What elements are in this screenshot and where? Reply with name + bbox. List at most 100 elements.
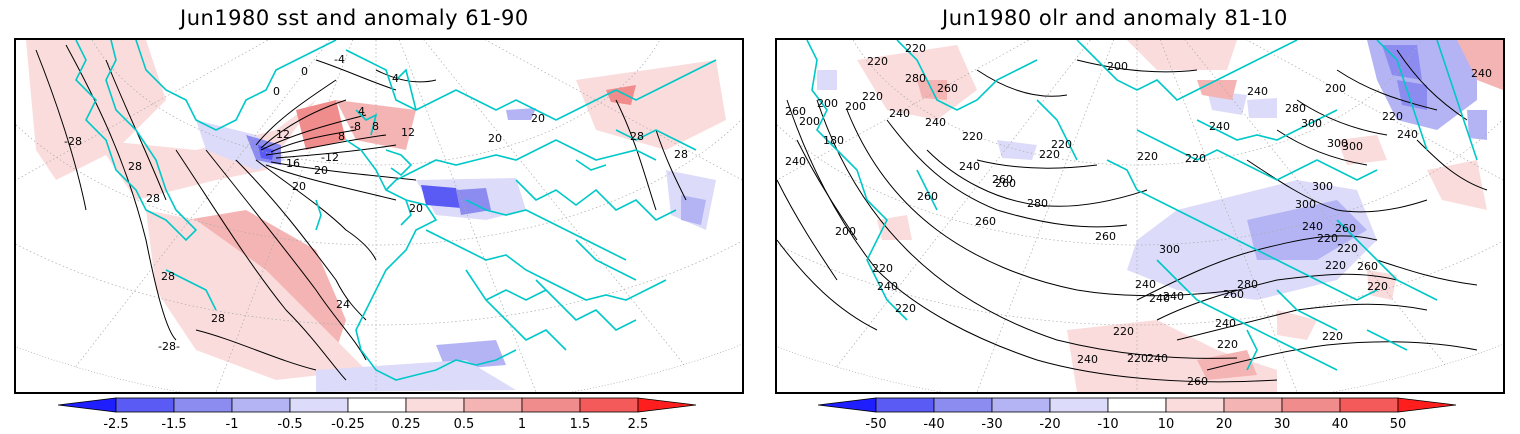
olr-colorbar-tick-label: -20 [1039, 417, 1060, 430]
olr-colorbar-tick-label: -50 [865, 417, 886, 430]
coastlines [75, 40, 717, 381]
contour-label: 260 [937, 82, 958, 95]
contour-label: 240 [1077, 353, 1098, 366]
contour-label: 260 [1095, 230, 1116, 243]
sst-contour-labels: -28 28 28 28 -28- 28 24 20 20 16 12 8 4 … [64, 53, 688, 353]
olr-colorbar-tick-label: -40 [923, 417, 944, 430]
sst-colorbar-swatch [115, 397, 175, 413]
contour-label: 280 [1285, 102, 1306, 115]
contour-label: 20 [292, 180, 306, 193]
olr-colorbar-tick-label: -30 [981, 417, 1002, 430]
contour-label: 240 [785, 155, 806, 168]
contour-label: 260 [917, 190, 938, 203]
sst-colorbar-swatch [231, 397, 291, 413]
contour-label: 260 [992, 173, 1013, 186]
olr-colorbar-swatch [991, 397, 1051, 413]
olr-colorbar-tick-label: 40 [1332, 417, 1349, 430]
contour-label: 240 [1397, 128, 1418, 141]
olr-colorbar-tick-label: 50 [1390, 417, 1407, 430]
left-panel-title: Jun1980 sst and anomaly 61-90 [180, 6, 529, 30]
olr-colorbar-swatch [933, 397, 993, 413]
contour-label: 260 [1335, 222, 1356, 235]
olr-anomaly-shading [777, 40, 1503, 392]
contour-label: 220 [1137, 150, 1158, 163]
contour-label: 220 [872, 262, 893, 275]
sst-colorbar-swatch [173, 397, 233, 413]
contour-label: 28 [674, 148, 688, 161]
olr-colorbar: -50 -40 -30 -20 -10 10 20 30 40 50 [817, 396, 1462, 434]
olr-colorbar-tick-label: 20 [1216, 417, 1233, 430]
sst-colorbar-tick-label: -1.5 [161, 417, 186, 430]
sst-colorbar: -2.5 -1.5 -1 -0.5 -0.25 0.25 0.5 1 1.5 2.5 [57, 396, 702, 434]
contour-label: 12 [276, 128, 290, 141]
sst-map-panel: -28 28 28 28 -28- 28 24 20 20 16 12 8 4 … [14, 38, 744, 394]
olr-colorbar-swatch [875, 397, 935, 413]
contour-label: 220 [867, 55, 888, 68]
sst-colorbar-tick-label: -0.25 [331, 417, 365, 430]
olr-colorbar-swatch [817, 397, 877, 413]
contour-label: -28- [158, 340, 180, 353]
contour-label: 260 [995, 177, 1016, 190]
contour-label: 20 [314, 164, 328, 177]
sst-colorbar-tick-label: 0.25 [392, 417, 421, 430]
contour-label: 300 [1342, 140, 1363, 153]
sst-colorbar-swatch [637, 397, 697, 413]
contour-label: 220 [862, 90, 883, 103]
contour-label: 20 [409, 202, 423, 215]
olr-colorbar-swatch [1397, 397, 1457, 413]
contour-label: 260 [785, 105, 806, 118]
contour-label: 8 [338, 130, 345, 143]
contour-label: 200 [835, 225, 856, 238]
olr-colorbar-svg: -50 -40 -30 -20 -10 10 20 30 40 50 [817, 397, 1457, 432]
contour-label: 200 [1107, 60, 1128, 73]
contour-label: 28 [161, 270, 175, 283]
contour-label: 0 [301, 65, 308, 78]
contour-label: 300 [1312, 180, 1333, 193]
contour-label: 240 [925, 116, 946, 129]
sst-colorbar-swatch [289, 397, 349, 413]
contour-label: 24 [336, 298, 350, 311]
contour-label: 240 [1149, 292, 1170, 305]
sst-colorbar-swatch [405, 397, 465, 413]
contour-label: 240 [1163, 290, 1184, 303]
contour-label: 260 [975, 215, 996, 228]
olr-colorbar-swatch [1107, 397, 1167, 413]
contour-label: 300 [1295, 198, 1316, 211]
contour-label: 28 [630, 130, 644, 143]
contour-label: 240 [959, 160, 980, 173]
contour-label: 28 [128, 160, 142, 173]
contour-label: 200 [817, 97, 838, 110]
sst-colorbar-tick-label: 0.5 [454, 417, 475, 430]
contour-label: 240 [1147, 352, 1168, 365]
contour-label: 260 [1187, 375, 1208, 388]
contour-label: 20 [488, 132, 502, 145]
coastlines [806, 40, 1478, 371]
olr-map: 220 220 280 260 200 240 200 220 260 200 … [777, 40, 1503, 392]
contour-label: 20 [531, 112, 545, 125]
contour-label: 280 [905, 72, 926, 85]
olr-colorbar-swatch [1049, 397, 1109, 413]
contour-label: 220 [1322, 330, 1343, 343]
sst-colorbar-tick-label: 2.5 [628, 417, 649, 430]
contour-label: 300 [1327, 137, 1348, 150]
contour-label: 220 [1325, 259, 1346, 272]
contour-label: 260 [1357, 260, 1378, 273]
contour-label: 220 [1337, 242, 1358, 255]
contour-label: 4 [358, 105, 365, 118]
sst-colorbar-tick-label: 1.5 [570, 417, 591, 430]
contour-label: 240 [1209, 120, 1230, 133]
contour-label: 12 [401, 126, 415, 139]
contour-label: 28 [211, 312, 225, 325]
sst-anomaly-shading [16, 40, 742, 392]
contour-label: 240 [1247, 85, 1268, 98]
sst-colorbar-swatch [463, 397, 523, 413]
contour-label: 300 [1301, 117, 1322, 130]
contour-label: 220 [905, 42, 926, 55]
contour-label: 220 [1039, 148, 1060, 161]
contour-label: -8 [350, 120, 361, 133]
contour-label: 220 [1113, 325, 1134, 338]
contour-label: 220 [895, 302, 916, 315]
contour-label: 260 [1223, 288, 1244, 301]
contour-label: 4 [392, 72, 399, 85]
contour-label: 300 [1159, 243, 1180, 256]
